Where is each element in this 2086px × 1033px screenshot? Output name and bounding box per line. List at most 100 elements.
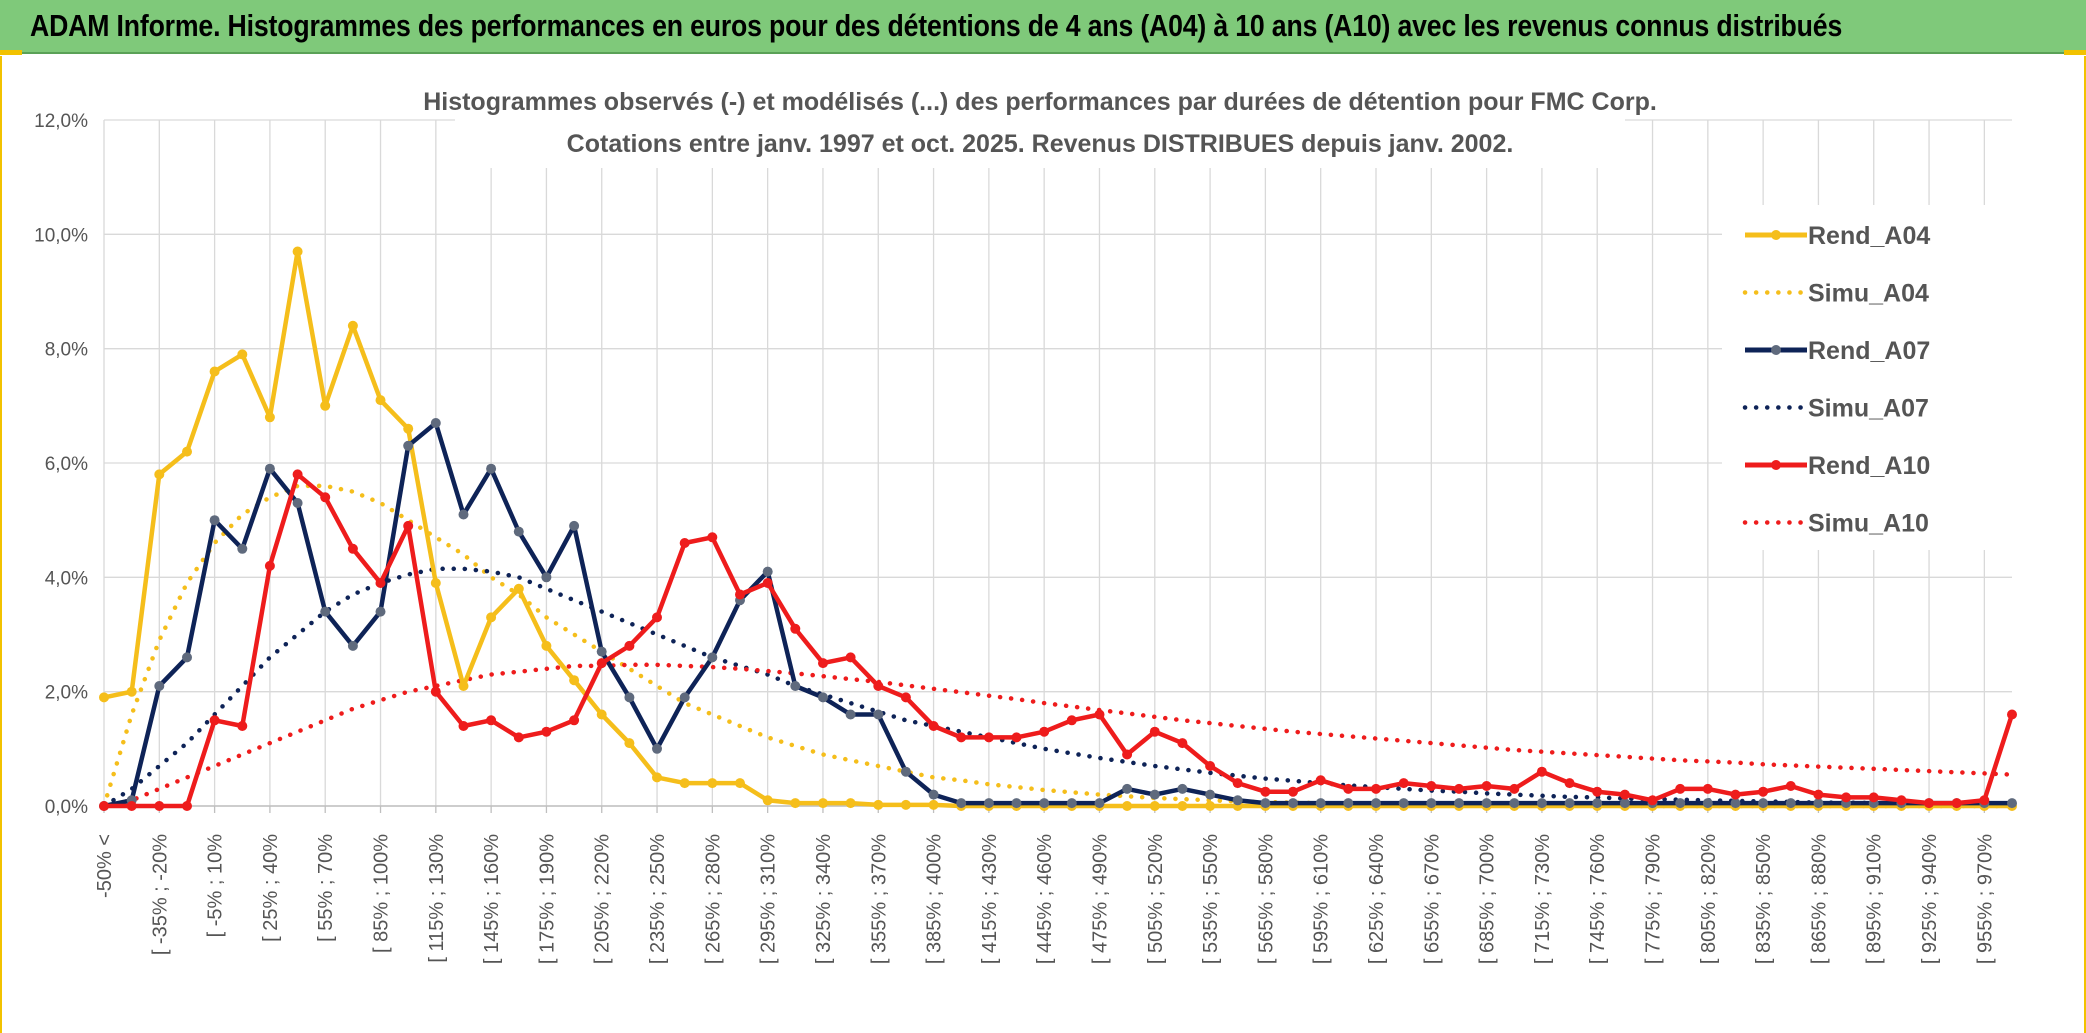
- data-point: [1315, 798, 1326, 809]
- data-point: [403, 440, 414, 451]
- data-point: [596, 709, 607, 720]
- data-point: [1039, 798, 1050, 809]
- data-point: [1454, 798, 1464, 809]
- legend-label: Simu_A07: [1808, 395, 1929, 423]
- x-tick-label: [ 445% ; 460%: [1034, 834, 1056, 964]
- data-point: [1343, 783, 1354, 794]
- legend-item-rend_a04: Rend_A04: [1745, 222, 1930, 250]
- data-point: [928, 799, 939, 810]
- data-point: [458, 721, 469, 731]
- data-point: [956, 732, 967, 743]
- x-tick-label: [ 265% ; 280%: [702, 834, 724, 964]
- data-point: [1758, 798, 1769, 809]
- data-point: [1924, 798, 1934, 809]
- legend-box: [1722, 205, 2012, 550]
- data-point: [1066, 798, 1077, 809]
- data-point: [541, 726, 552, 737]
- legend-item-rend_a07: Rend_A07: [1745, 337, 1930, 365]
- data-point: [403, 423, 414, 434]
- data-point: [1205, 761, 1216, 771]
- series-simu_a04: [101, 483, 2015, 809]
- data-point: [513, 732, 524, 743]
- data-point: [1702, 798, 1713, 809]
- data-point: [569, 675, 580, 686]
- x-tick-label: [ -5% ; 10%: [205, 834, 227, 938]
- data-point: [1343, 798, 1354, 809]
- frame-corner-right: [2064, 50, 2086, 55]
- x-tick-label: [ 355% ; 370%: [868, 834, 890, 964]
- data-point: [154, 681, 165, 691]
- data-point: [154, 801, 165, 811]
- data-point: [264, 463, 275, 474]
- legend: Rend_A04 Simu_A04 Rend_A07 Simu_A07 Rend_A10…: [1722, 205, 2012, 550]
- data-point: [762, 578, 773, 588]
- x-tick-label: [ 655% ; 670%: [1421, 834, 1443, 964]
- series-line-simu_a10: [101, 662, 2015, 809]
- data-point: [845, 798, 856, 809]
- data-point: [1094, 709, 1105, 720]
- data-point: [375, 395, 386, 406]
- data-point: [1509, 783, 1520, 794]
- data-point: [1619, 798, 1630, 809]
- data-point: [1398, 778, 1409, 789]
- x-tick-label: [ 55% ; 70%: [315, 834, 337, 942]
- data-point: [513, 583, 524, 594]
- x-tick-label: [ 745% ; 760%: [1587, 834, 1609, 964]
- data-point: [762, 566, 773, 577]
- series-line-rend_a04: [103, 249, 2012, 809]
- report-banner: ADAM Informe. Histogrammes des performan…: [0, 0, 2086, 54]
- legend-item-rend_a10: Rend_A10: [1745, 452, 1930, 480]
- data-point: [1675, 798, 1686, 809]
- data-point: [237, 543, 248, 554]
- data-point: [1232, 795, 1243, 806]
- x-axis: -50% < [ -35% ; -20% [ -5% ; 10% [ 25% ; 40…: [94, 805, 2012, 964]
- data-point: [1122, 801, 1133, 811]
- chart-title: Histogrammes observés (-) et modélisés (…: [423, 88, 1657, 116]
- data-point: [1702, 783, 1713, 794]
- frame-corner-left: [0, 50, 22, 55]
- data-point: [1592, 786, 1603, 797]
- x-tick-label: [ 25% ; 40%: [260, 834, 282, 942]
- data-point: [458, 509, 469, 520]
- report-title: ADAM Informe. Histogrammes des performan…: [30, 8, 1843, 43]
- data-point: [1481, 781, 1492, 791]
- x-tick-label: [ 145% ; 160%: [481, 834, 503, 964]
- legend-label: Rend_A10: [1808, 452, 1930, 480]
- data-point: [873, 709, 884, 720]
- data-point: [1536, 766, 1547, 777]
- data-point: [1619, 789, 1630, 800]
- data-point: [541, 640, 552, 651]
- x-tick-label: [ 115% ; 130%: [426, 834, 448, 963]
- legend-label: Simu_A04: [1808, 280, 1929, 308]
- x-tick-label: [ 595% ; 610%: [1311, 834, 1333, 964]
- x-tick-label: [ 235% ; 250%: [647, 834, 669, 964]
- x-tick-label: [ -35% ; -20%: [149, 834, 171, 955]
- data-point: [596, 646, 607, 657]
- data-point: [430, 418, 441, 428]
- data-point: [735, 778, 745, 789]
- data-point: [679, 778, 690, 789]
- x-tick-label: [ 175% ; 190%: [536, 834, 558, 964]
- data-point: [375, 578, 386, 588]
- x-tick-label: [ 295% ; 310%: [758, 834, 780, 964]
- y-axis: 0,0% 2,0% 4,0% 6,0% 8,0% 10,0% 12,0%: [34, 111, 88, 818]
- data-point: [707, 532, 718, 543]
- series-rend_a10: [99, 469, 2017, 811]
- data-point: [347, 320, 358, 331]
- data-point: [430, 686, 441, 697]
- data-point: [237, 349, 248, 360]
- y-tick-label: 6,0%: [45, 454, 88, 475]
- x-tick-label: [ 205% ; 220%: [592, 834, 614, 964]
- series-line-rend_a10: [104, 472, 2015, 809]
- x-tick-label: [ 535% ; 550%: [1200, 834, 1222, 964]
- data-point: [182, 801, 192, 811]
- data-point: [1454, 783, 1464, 794]
- data-point: [1288, 798, 1298, 809]
- x-tick-label: [ 715% ; 730%: [1532, 834, 1554, 964]
- data-point: [1205, 789, 1216, 800]
- data-point: [486, 715, 497, 726]
- series-line-simu_a04: [101, 483, 2015, 809]
- data-point: [1011, 732, 1022, 743]
- data-point: [873, 799, 884, 810]
- data-point: [347, 543, 358, 554]
